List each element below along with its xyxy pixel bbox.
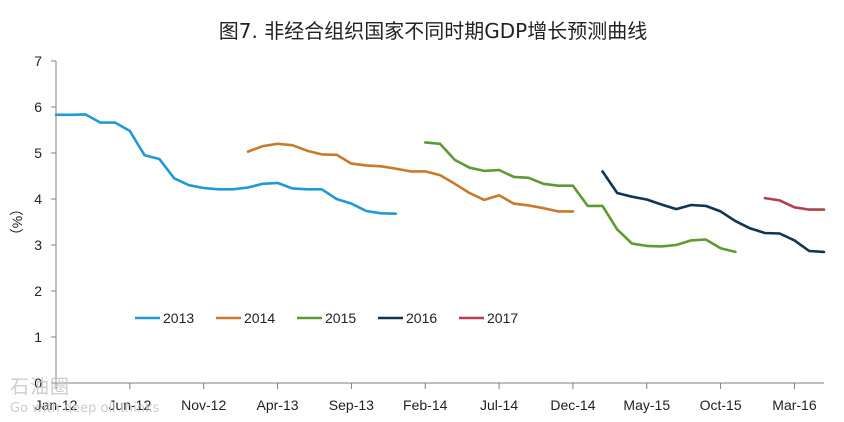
x-tick-label: Jun-12 [108, 397, 151, 413]
y-tick-label: 5 [34, 145, 42, 161]
y-tick-label: 6 [34, 99, 42, 115]
legend-label-2017: 2017 [487, 310, 518, 326]
x-tick-label: Apr-13 [257, 397, 299, 413]
series-line-2014 [246, 142, 575, 213]
x-tick-label: Feb-14 [403, 397, 448, 413]
x-tick-label: Nov-12 [181, 397, 226, 413]
x-tick-label: Jan-12 [35, 397, 78, 413]
series-line-2016 [601, 170, 826, 254]
x-tick-label: Dec-14 [550, 397, 595, 413]
y-tick-label: 7 [34, 53, 42, 69]
series-line-2013 [54, 113, 398, 215]
y-tick-label: 3 [34, 237, 42, 253]
legend-label-2013: 2013 [163, 310, 194, 326]
x-tick-label: May-15 [623, 397, 670, 413]
legend-label-2016: 2016 [406, 310, 437, 326]
legend-label-2014: 2014 [244, 310, 275, 326]
y-axis-label: （%） [9, 202, 25, 242]
legend: 2013 2014 2015 2016 2017 [135, 310, 518, 326]
chart-title: 图7. 非经合组织国家不同时期GDP增长预测曲线 [219, 19, 647, 43]
series-line-2017 [763, 196, 826, 211]
x-tick-label: Mar-16 [772, 397, 817, 413]
x-tick-label: Sep-13 [329, 397, 374, 413]
y-tick-label: 2 [34, 283, 42, 299]
series-layer [54, 113, 826, 254]
x-tick-label: Jul-14 [480, 397, 518, 413]
x-tick-label: Oct-15 [700, 397, 742, 413]
y-tick-label: 0 [34, 375, 42, 391]
series-line-2015 [423, 141, 737, 254]
axes: 0 1 2 3 4 5 6 7 Jan-12 Jun-12 Nov-12 Apr-13 Sep-13 Fe… [34, 53, 824, 413]
legend-label-2015: 2015 [325, 310, 356, 326]
y-tick-label: 4 [34, 191, 42, 207]
y-tick-label: 1 [34, 329, 42, 345]
